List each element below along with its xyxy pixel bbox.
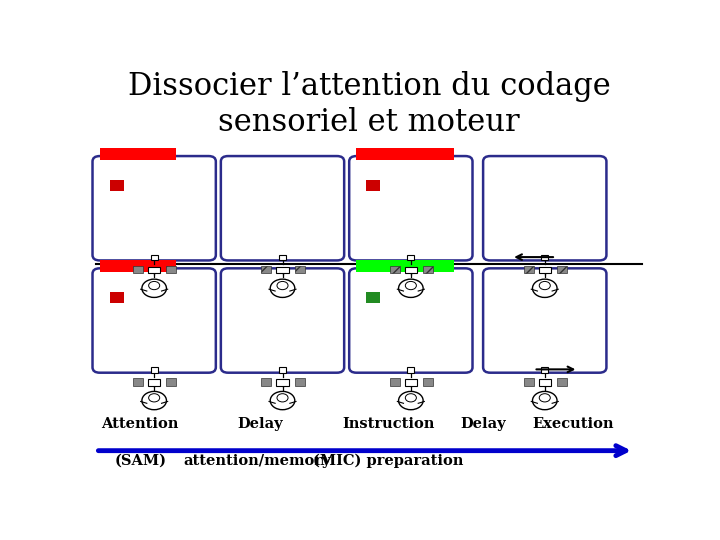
Bar (523, 378, 534, 386)
Text: attention/memory: attention/memory (184, 454, 331, 468)
Bar (100, 260, 176, 272)
Bar (366, 293, 380, 303)
Text: Execution: Execution (532, 417, 613, 431)
Bar (166, 266, 176, 273)
Text: Delay: Delay (461, 417, 506, 431)
Bar (366, 180, 380, 191)
Bar (408, 367, 415, 373)
Bar (405, 379, 417, 386)
Bar (276, 379, 289, 386)
FancyBboxPatch shape (221, 268, 344, 373)
Text: Dissocier l’attention du codage
sensoriel et moteur: Dissocier l’attention du codage sensorie… (127, 71, 611, 138)
Bar (166, 378, 176, 386)
FancyBboxPatch shape (221, 156, 344, 260)
Bar (279, 255, 286, 260)
FancyBboxPatch shape (483, 156, 606, 260)
FancyBboxPatch shape (349, 268, 472, 373)
Text: Instruction: Instruction (342, 417, 435, 431)
Bar (408, 255, 415, 260)
Bar (100, 148, 176, 160)
Bar (294, 266, 305, 273)
Bar (148, 379, 161, 386)
Bar (557, 266, 567, 273)
Bar (148, 267, 161, 273)
Bar (110, 180, 124, 191)
Bar (423, 378, 433, 386)
Bar (557, 378, 567, 386)
Text: Delay: Delay (238, 417, 283, 431)
Text: (MIC) preparation: (MIC) preparation (313, 454, 464, 468)
Bar (539, 379, 551, 386)
Bar (150, 255, 158, 260)
Text: Attention: Attention (102, 417, 179, 431)
Bar (356, 148, 454, 160)
Bar (261, 266, 271, 273)
Bar (390, 266, 400, 273)
FancyBboxPatch shape (92, 268, 216, 373)
FancyBboxPatch shape (483, 268, 606, 373)
Text: (SAM): (SAM) (114, 454, 166, 468)
Bar (423, 266, 433, 273)
Bar (294, 378, 305, 386)
Bar (541, 255, 549, 260)
Bar (539, 267, 551, 273)
Bar (390, 378, 400, 386)
Bar (276, 267, 289, 273)
Bar (110, 293, 124, 303)
Bar (356, 260, 454, 272)
Bar (405, 267, 417, 273)
Bar (133, 266, 143, 273)
FancyBboxPatch shape (349, 156, 472, 260)
Bar (523, 266, 534, 273)
FancyBboxPatch shape (92, 156, 216, 260)
Bar (261, 378, 271, 386)
Bar (133, 378, 143, 386)
Bar (541, 367, 549, 373)
Bar (279, 367, 286, 373)
Bar (150, 367, 158, 373)
